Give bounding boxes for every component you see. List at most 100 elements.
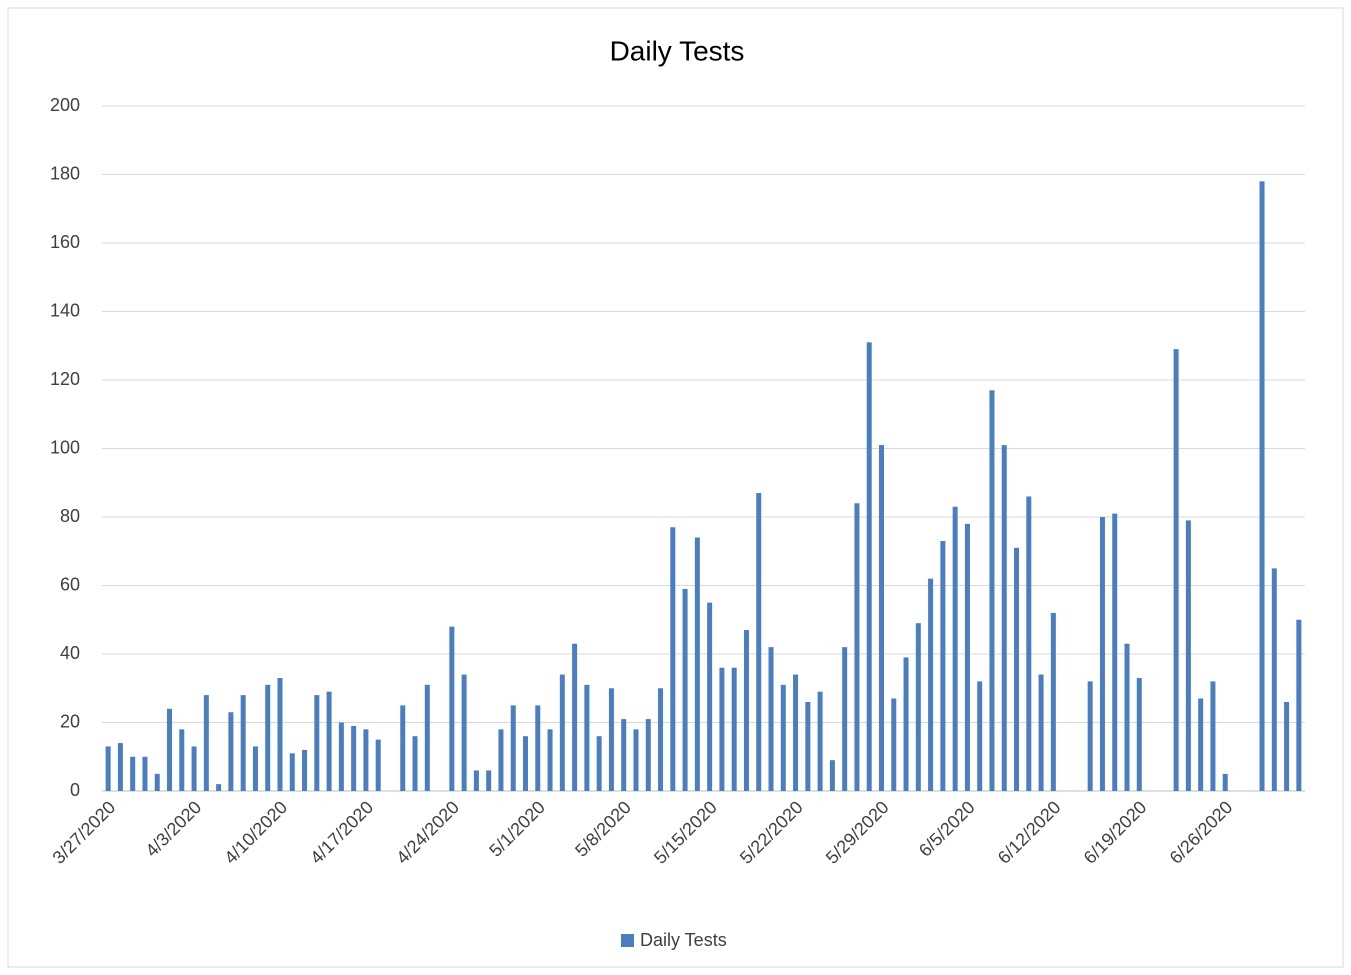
bar [130,756,136,791]
bar [1198,698,1204,791]
bar [670,527,676,791]
bar [1296,619,1302,791]
bar [179,729,185,791]
bar [608,688,614,791]
bar [842,647,848,791]
bar [621,719,627,791]
bar [535,705,541,791]
bar [793,674,799,791]
chart-frame [7,7,1344,968]
bar [743,630,749,791]
bar [878,445,884,791]
bar [326,691,332,791]
bar [1099,517,1105,791]
bar [768,647,774,791]
y-tick-label: 200 [50,95,80,115]
bar [940,540,946,791]
bar [903,657,909,791]
bar [658,688,664,791]
bar [314,695,320,791]
bar [805,701,811,791]
bar [117,743,123,791]
y-tick-label: 0 [70,780,80,800]
bar [105,746,111,791]
y-tick-label: 140 [50,300,80,320]
bar [854,503,860,791]
y-tick-label: 120 [50,369,80,389]
y-tick-label: 60 [60,574,80,594]
bar [424,684,430,791]
bar [400,705,406,791]
bar [915,623,921,791]
bar [1259,181,1265,792]
bar [780,684,786,791]
bar [203,695,209,791]
bar [1050,612,1056,791]
bar [964,523,970,791]
bar [412,736,418,791]
bar [363,729,369,791]
bar [1001,445,1007,791]
y-tick-label: 180 [50,163,80,183]
bar [1173,349,1179,791]
bar [351,725,357,791]
bar [584,684,590,791]
bar [866,342,872,791]
bar [302,749,308,791]
bar [1087,681,1093,791]
bar [142,756,148,791]
bar [523,736,529,791]
bar [1014,547,1020,791]
bar [756,493,762,791]
bar [707,602,713,791]
bar [228,712,234,791]
bar [989,390,995,791]
bar [498,729,504,791]
legend-label: Daily Tests [640,930,727,950]
bar [277,677,283,791]
bar [719,667,725,791]
bar [694,537,700,791]
bar [1284,701,1290,791]
bar [596,736,602,791]
bar [216,784,222,791]
bar [1222,773,1228,791]
y-tick-label: 160 [50,232,80,252]
bar [682,588,688,791]
bar [952,506,958,791]
y-tick-label: 40 [60,643,80,663]
bar [191,746,197,791]
bar [891,698,897,791]
bar [977,681,983,791]
bar [559,674,565,791]
bar [449,626,455,791]
bar [1185,520,1191,791]
bar [547,729,553,791]
bar [1038,674,1044,791]
bar [486,770,492,791]
bar [1026,496,1032,791]
bar [289,753,295,791]
bar [1271,568,1277,791]
bar [1136,677,1142,791]
bar [338,722,344,791]
bar [154,773,160,791]
y-tick-label: 20 [60,711,80,731]
bar [510,705,516,791]
bar [731,667,737,791]
bar [473,770,479,791]
bar [240,695,246,791]
bar [928,578,934,791]
legend-swatch [621,934,634,947]
bar [461,674,467,791]
bar [633,729,639,791]
bar [829,760,835,791]
bar [265,684,271,791]
y-tick-label: 100 [50,437,80,457]
bar [167,708,173,791]
bar [375,739,381,791]
bar [1124,643,1130,791]
chart-title: Daily Tests [610,35,745,66]
bar [572,643,578,791]
